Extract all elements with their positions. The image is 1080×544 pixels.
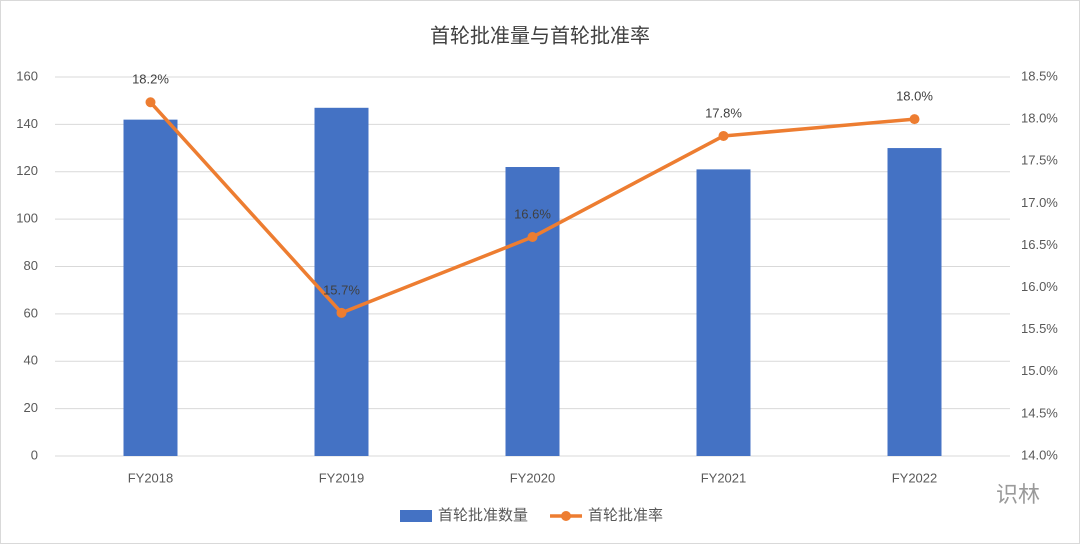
y2-tick-label: 18.0%	[1021, 111, 1058, 126]
x-tick-label: FY2018	[128, 470, 174, 485]
y2-tick-label: 17.5%	[1021, 153, 1058, 168]
y-tick-label: 0	[31, 447, 38, 462]
y-tick-label: 60	[24, 305, 38, 320]
line-marker	[336, 307, 347, 318]
bar	[505, 167, 560, 456]
y2-tick-label: 15.5%	[1021, 321, 1058, 336]
y-tick-label: 100	[16, 211, 38, 226]
line-marker	[527, 232, 538, 243]
y-tick-label: 40	[24, 353, 38, 368]
watermark: 识林	[996, 482, 1040, 507]
bar	[887, 148, 942, 456]
x-tick-label: FY2022	[892, 470, 938, 485]
data-label: 17.8%	[705, 105, 742, 120]
y2-tick-label: 16.0%	[1021, 279, 1058, 294]
legend-label: 首轮批准数量	[438, 507, 528, 524]
line-marker	[718, 130, 729, 141]
y2-tick-label: 15.0%	[1021, 363, 1058, 378]
x-tick-label: FY2021	[701, 470, 747, 485]
y2-tick-label: 16.5%	[1021, 237, 1058, 252]
y2-tick-label: 17.0%	[1021, 195, 1058, 210]
x-tick-label: FY2019	[319, 470, 365, 485]
y-tick-label: 80	[24, 258, 38, 273]
legend-label: 首轮批准率	[588, 507, 663, 524]
line-marker	[145, 97, 156, 108]
x-tick-label: FY2020	[510, 470, 556, 485]
y-tick-label: 160	[16, 68, 38, 83]
bar	[696, 169, 751, 456]
y2-tick-label: 18.5%	[1021, 68, 1058, 83]
line-marker	[909, 114, 920, 125]
data-label: 16.6%	[514, 206, 551, 221]
y-tick-label: 20	[24, 400, 38, 415]
data-label: 18.0%	[896, 89, 933, 104]
y2-tick-label: 14.5%	[1021, 405, 1058, 420]
legend-swatch	[561, 511, 572, 521]
data-label: 18.2%	[132, 72, 169, 87]
y2-tick-label: 14.0%	[1021, 447, 1058, 462]
y-tick-label: 140	[16, 116, 38, 131]
data-label: 15.7%	[323, 282, 360, 297]
legend-swatch	[400, 510, 432, 522]
bar	[123, 119, 178, 456]
chart-title: 首轮批准量与首轮批准率	[430, 24, 650, 47]
y-tick-label: 120	[16, 163, 38, 178]
bar	[314, 107, 369, 456]
